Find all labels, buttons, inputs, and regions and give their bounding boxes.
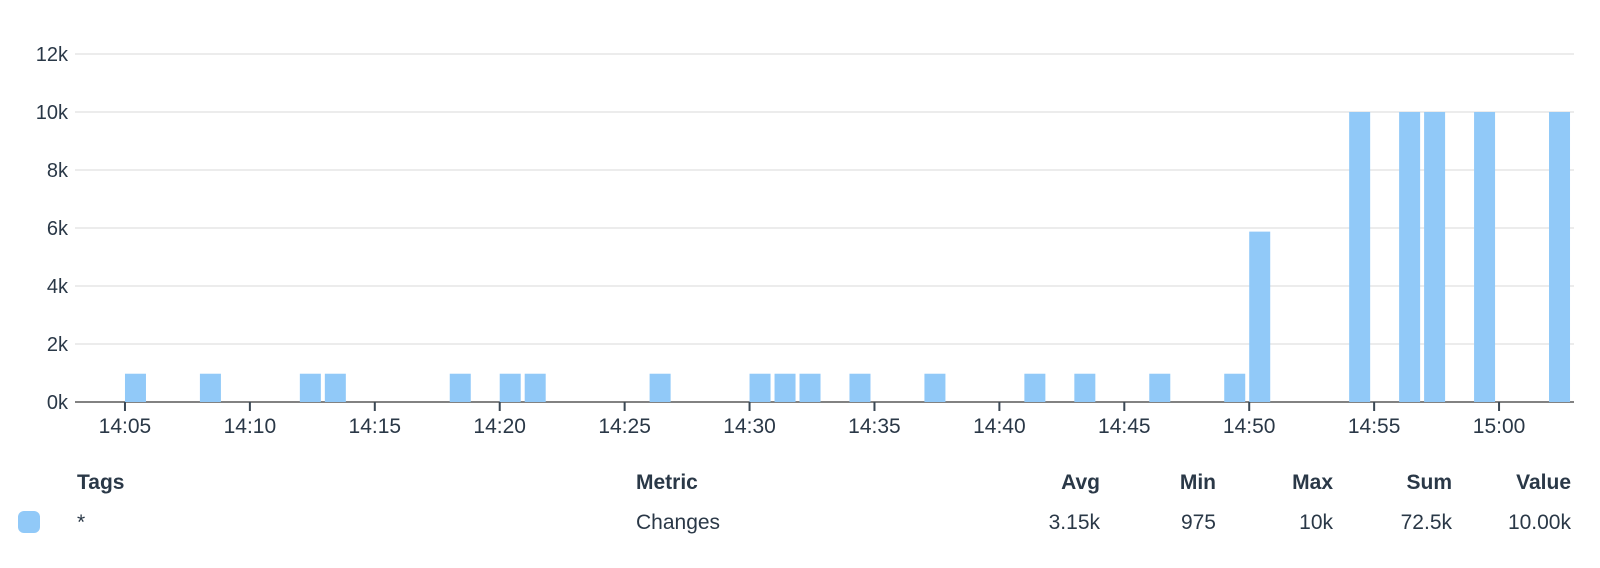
y-tick-label: 12k bbox=[36, 44, 69, 66]
chart-bar[interactable] bbox=[449, 373, 471, 402]
legend-header-sum: Sum bbox=[1406, 471, 1452, 494]
chart-bar[interactable] bbox=[849, 373, 871, 402]
x-tick-label: 14:05 bbox=[99, 415, 152, 438]
chart-bar[interactable] bbox=[1474, 112, 1496, 402]
legend-cell-max: 10k bbox=[1299, 511, 1333, 534]
chart-bar[interactable] bbox=[1549, 112, 1571, 402]
legend-cell-avg: 3.15k bbox=[1048, 511, 1100, 534]
legend-header-avg: Avg bbox=[1061, 471, 1100, 494]
legend-cell-tags: * bbox=[77, 511, 86, 534]
x-tick-label: 14:20 bbox=[473, 415, 526, 438]
chart-bar[interactable] bbox=[524, 373, 546, 402]
chart-bar[interactable] bbox=[499, 373, 521, 402]
y-tick-label: 2k bbox=[47, 334, 69, 356]
y-tick-label: 8k bbox=[47, 160, 69, 182]
chart-bar[interactable] bbox=[1424, 112, 1446, 402]
legend-cell-value: 10.00k bbox=[1507, 511, 1571, 534]
chart-bar[interactable] bbox=[299, 373, 321, 402]
chart-bar[interactable] bbox=[199, 373, 221, 402]
chart-bar[interactable] bbox=[799, 373, 821, 402]
chart-bar[interactable] bbox=[1224, 373, 1246, 402]
x-tick-label: 14:45 bbox=[1098, 415, 1151, 438]
x-tick-label: 14:15 bbox=[349, 415, 402, 438]
legend-header-metric: Metric bbox=[636, 471, 698, 494]
chart-bar[interactable] bbox=[1349, 112, 1371, 402]
legend-header-max: Max bbox=[1292, 471, 1333, 494]
legend-header-tags: Tags bbox=[77, 471, 125, 494]
chart-bar[interactable] bbox=[1399, 112, 1421, 402]
chart-bar[interactable] bbox=[649, 373, 671, 402]
chart-bar[interactable] bbox=[774, 373, 796, 402]
chart-bar[interactable] bbox=[924, 373, 946, 402]
chart-bar[interactable] bbox=[1149, 373, 1171, 402]
x-tick-label: 14:10 bbox=[224, 415, 277, 438]
x-tick-label: 15:00 bbox=[1473, 415, 1526, 438]
legend-header-min: Min bbox=[1179, 471, 1216, 494]
legend-cell-min: 975 bbox=[1180, 511, 1216, 534]
chart-bar[interactable] bbox=[324, 373, 346, 402]
legend-table: Tags Metric Avg Min Max Sum Value * Chan… bbox=[0, 450, 1600, 568]
y-tick-label: 6k bbox=[47, 218, 69, 240]
x-tick-label: 14:55 bbox=[1348, 415, 1401, 438]
changes-bar-chart[interactable]: 0k 2k 4k 6k 8k 10k 12k 14:05 14:10 14:15 14:20 14:2… bbox=[0, 0, 1600, 450]
x-tick-label: 14:30 bbox=[723, 415, 776, 438]
x-tick-label: 14:50 bbox=[1223, 415, 1276, 438]
chart-bar[interactable] bbox=[749, 373, 771, 402]
y-tick-label: 10k bbox=[36, 102, 69, 124]
legend-header-value: Value bbox=[1516, 471, 1571, 494]
chart-bar[interactable] bbox=[1024, 373, 1046, 402]
legend-cell-metric: Changes bbox=[636, 511, 721, 534]
chart-bar[interactable] bbox=[1074, 373, 1096, 402]
x-tick-label: 14:35 bbox=[848, 415, 901, 438]
chart-bar[interactable] bbox=[124, 373, 146, 402]
x-tick-label: 14:40 bbox=[973, 415, 1026, 438]
y-tick-label: 0k bbox=[47, 392, 69, 414]
chart-bar[interactable] bbox=[1249, 231, 1271, 402]
y-tick-label: 4k bbox=[47, 276, 69, 298]
x-tick-label: 14:25 bbox=[598, 415, 651, 438]
legend-cell-sum: 72.5k bbox=[1400, 511, 1452, 534]
series-color-swatch[interactable] bbox=[18, 511, 40, 533]
